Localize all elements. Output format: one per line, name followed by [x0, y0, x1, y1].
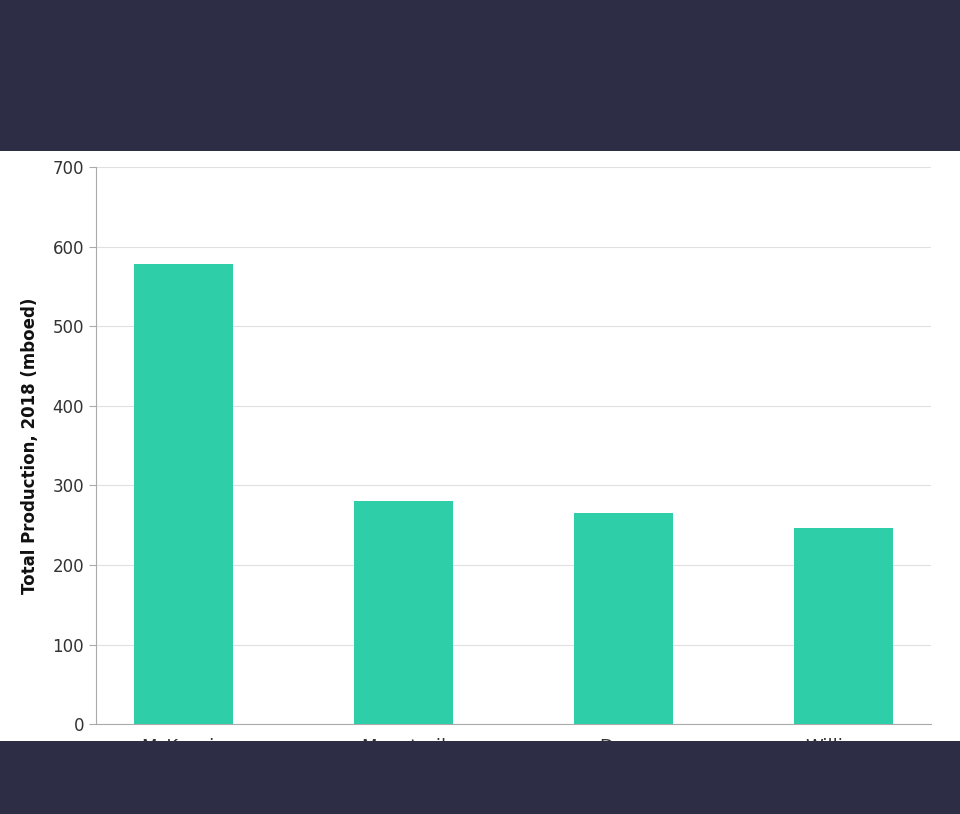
Text: Total Production Across: Total Production Across	[29, 14, 380, 40]
Text: Bakken Shale Play, US, 2018: Bakken Shale Play, US, 2018	[29, 104, 452, 130]
Bar	[794, 527, 893, 724]
Text: GlobalData.: GlobalData.	[683, 55, 931, 90]
Bar	[354, 501, 453, 724]
Bar	[134, 264, 233, 724]
Y-axis label: Total Production, 2018 (mboed): Total Production, 2018 (mboed)	[21, 297, 38, 594]
Bar	[574, 514, 673, 724]
Text: Major Counties in the: Major Counties in the	[29, 59, 348, 85]
Text: Source: GlobalData, Oil and Gas Intelligence Center: Source: GlobalData, Oil and Gas Intellig…	[29, 768, 597, 787]
